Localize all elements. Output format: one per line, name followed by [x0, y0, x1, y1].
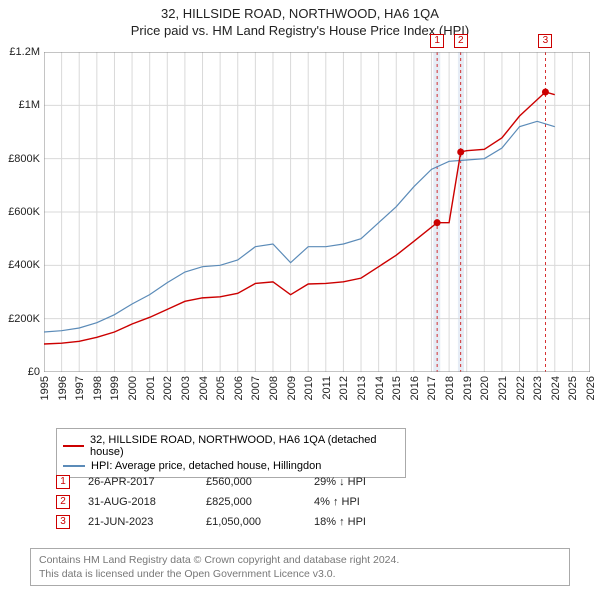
x-axis-label: 2014	[374, 376, 386, 400]
x-axis-label: 2012	[338, 376, 350, 400]
chart-svg	[44, 52, 590, 372]
x-axis-label: 2016	[409, 376, 421, 400]
sale-price-3: £1,050,000	[206, 516, 296, 528]
y-axis-label: £600K	[0, 206, 40, 218]
sale-date-1: 26-APR-2017	[88, 476, 188, 488]
sale-row-2: 2 31-AUG-2018 £825,000 4% ↑ HPI	[56, 492, 394, 512]
sale-marker-3: 3	[56, 515, 70, 529]
x-axis-label: 1999	[109, 376, 121, 400]
sale-date-2: 31-AUG-2018	[88, 496, 188, 508]
x-axis-label: 1995	[39, 376, 51, 400]
sale-price-2: £825,000	[206, 496, 296, 508]
x-axis-label: 1996	[57, 376, 69, 400]
x-axis-label: 2007	[250, 376, 262, 400]
chart-title-subtitle: Price paid vs. HM Land Registry's House …	[0, 23, 600, 38]
legend-swatch-hpi	[63, 465, 85, 467]
x-axis-label: 1997	[74, 376, 86, 400]
x-axis-label: 2017	[426, 376, 438, 400]
x-axis-label: 2001	[145, 376, 157, 400]
legend-item-property: 32, HILLSIDE ROAD, NORTHWOOD, HA6 1QA (d…	[63, 433, 399, 459]
sale-marker-2: 2	[56, 495, 70, 509]
sale-diff-1: 29% ↓ HPI	[314, 476, 394, 488]
chart-sale-marker-1: 1	[430, 34, 444, 48]
x-axis-label: 2006	[233, 376, 245, 400]
x-axis-label: 2010	[303, 376, 315, 400]
x-axis-label: 2003	[180, 376, 192, 400]
x-axis-label: 2004	[198, 376, 210, 400]
chart-area: £0£200K£400K£600K£800K£1M£1.2M1995199619…	[44, 52, 590, 372]
chart-sale-marker-3: 3	[538, 34, 552, 48]
x-axis-label: 2019	[462, 376, 474, 400]
sale-date-3: 21-JUN-2023	[88, 516, 188, 528]
x-axis-label: 2011	[321, 376, 333, 400]
sale-row-3: 3 21-JUN-2023 £1,050,000 18% ↑ HPI	[56, 512, 394, 532]
legend-swatch-property	[63, 445, 84, 447]
x-axis-label: 2020	[479, 376, 491, 400]
x-axis-label: 2009	[286, 376, 298, 400]
x-axis-label: 2021	[497, 376, 509, 400]
x-axis-label: 2025	[567, 376, 579, 400]
y-axis-label: £200K	[0, 313, 40, 325]
sale-diff-3: 18% ↑ HPI	[314, 516, 394, 528]
x-axis-label: 2022	[515, 376, 527, 400]
sales-table: 1 26-APR-2017 £560,000 29% ↓ HPI 2 31-AU…	[56, 472, 394, 532]
attribution-box: Contains HM Land Registry data © Crown c…	[30, 548, 570, 586]
y-axis-label: £400K	[0, 259, 40, 271]
sale-marker-1: 1	[56, 475, 70, 489]
x-axis-label: 2023	[532, 376, 544, 400]
x-axis-label: 2008	[268, 376, 280, 400]
legend: 32, HILLSIDE ROAD, NORTHWOOD, HA6 1QA (d…	[56, 428, 406, 478]
attribution-line1: Contains HM Land Registry data © Crown c…	[39, 553, 561, 567]
sale-price-1: £560,000	[206, 476, 296, 488]
chart-title-block: 32, HILLSIDE ROAD, NORTHWOOD, HA6 1QA Pr…	[0, 0, 600, 42]
y-axis-label: £1M	[0, 99, 40, 111]
x-axis-label: 2018	[444, 376, 456, 400]
y-axis-label: £800K	[0, 153, 40, 165]
sale-row-1: 1 26-APR-2017 £560,000 29% ↓ HPI	[56, 472, 394, 492]
x-axis-label: 2015	[391, 376, 403, 400]
attribution-line2: This data is licensed under the Open Gov…	[39, 567, 561, 581]
x-axis-label: 2026	[585, 376, 597, 400]
legend-item-hpi: HPI: Average price, detached house, Hill…	[63, 459, 399, 473]
y-axis-label: £1.2M	[0, 46, 40, 58]
x-axis-label: 2024	[550, 376, 562, 400]
x-axis-label: 2002	[162, 376, 174, 400]
y-axis-label: £0	[0, 366, 40, 378]
x-axis-label: 2005	[215, 376, 227, 400]
chart-sale-marker-2: 2	[454, 34, 468, 48]
sale-diff-2: 4% ↑ HPI	[314, 496, 394, 508]
x-axis-label: 2000	[127, 376, 139, 400]
legend-label-property: 32, HILLSIDE ROAD, NORTHWOOD, HA6 1QA (d…	[90, 434, 399, 458]
chart-title-address: 32, HILLSIDE ROAD, NORTHWOOD, HA6 1QA	[0, 6, 600, 21]
x-axis-label: 2013	[356, 376, 368, 400]
legend-label-hpi: HPI: Average price, detached house, Hill…	[91, 460, 321, 472]
x-axis-label: 1998	[92, 376, 104, 400]
